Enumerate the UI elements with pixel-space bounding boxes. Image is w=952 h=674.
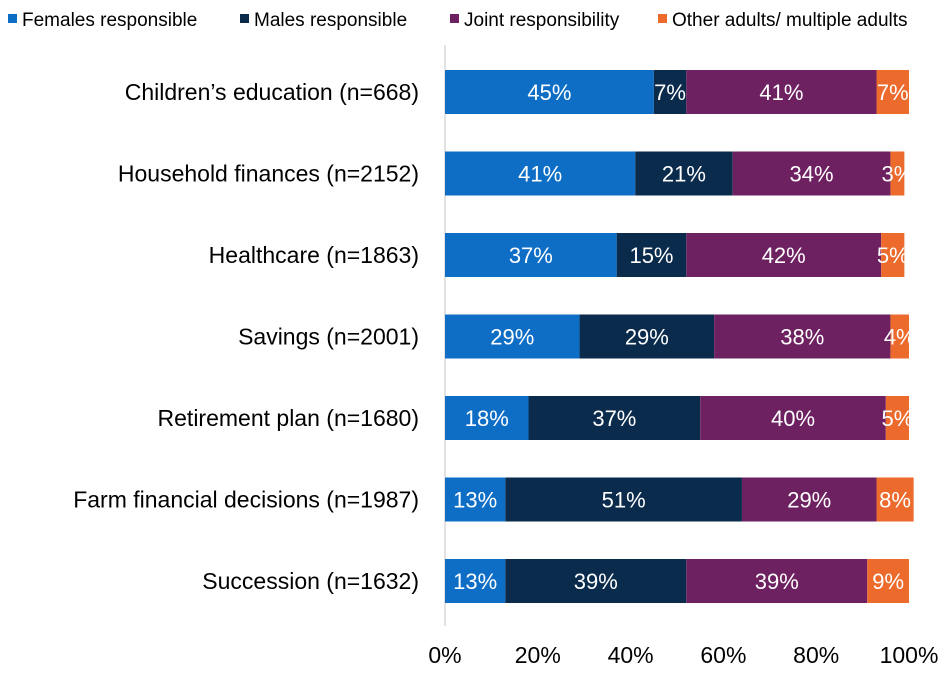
bar-data-label: 40% <box>771 406 815 431</box>
bar-segment <box>635 151 733 196</box>
bar-segment <box>653 70 687 114</box>
x-tick-label: 100% <box>880 642 939 668</box>
bar-row: 37% 15% 42% 5% <box>445 233 909 277</box>
bar-segment <box>505 559 687 603</box>
bar-data-label: 41% <box>759 80 803 105</box>
bar-segment <box>885 396 909 440</box>
x-tick-label: 20% <box>515 642 561 668</box>
bar-segment <box>528 396 701 440</box>
bar-row: 18% 37% 40% 5% <box>445 396 913 440</box>
bar-segment <box>890 151 905 196</box>
bar-data-label: 5% <box>877 243 909 268</box>
category-label: Household finances (n=2152) <box>118 161 419 187</box>
bar-row: 13% 39% 39% 9% <box>445 559 909 603</box>
bar-data-label: 45% <box>527 80 571 105</box>
bar-segment <box>445 477 506 522</box>
bar-data-label: 38% <box>780 325 824 350</box>
category-label: Farm financial decisions (n=1987) <box>73 487 419 513</box>
bar-segment <box>876 477 914 522</box>
bar-segment <box>700 396 886 440</box>
legend-swatch <box>450 14 459 23</box>
bar-data-label: 39% <box>755 569 799 594</box>
bar-data-label: 37% <box>592 406 636 431</box>
x-tick-labels: 0% 20% 40% 60% 80% 100% <box>428 642 938 668</box>
bar-segment <box>445 70 654 114</box>
x-tick-label: 0% <box>428 642 461 668</box>
bar-data-label: 21% <box>662 162 706 187</box>
bar-data-label: 41% <box>518 162 562 187</box>
bar-segment <box>505 477 742 522</box>
bar-data-label: 7% <box>654 80 686 105</box>
bar-data-label: 39% <box>574 569 618 594</box>
bar-data-label: 13% <box>453 488 497 513</box>
bar-segment <box>732 151 891 196</box>
bar-segment <box>445 233 617 277</box>
x-tick-label: 80% <box>793 642 839 668</box>
x-tick-label: 40% <box>608 642 654 668</box>
category-label: Succession (n=1632) <box>202 568 419 594</box>
bar-segment <box>579 314 715 359</box>
legend-label: Males responsible <box>254 10 407 31</box>
bar-data-label: 51% <box>602 488 646 513</box>
bar-row: 45% 7% 41% 7% <box>445 70 909 114</box>
bar-data-label: 29% <box>490 325 534 350</box>
category-label: Children’s education (n=668) <box>125 79 419 105</box>
bar-segment <box>445 559 506 603</box>
bar-segment <box>686 70 877 114</box>
bar-data-label: 34% <box>790 162 834 187</box>
bar-segment <box>876 70 909 114</box>
bar-row: 13% 51% 29% 8% <box>445 477 914 522</box>
bars-layer: 45% 7% 41% 7% 41% 21% 34% 3% 37% 15% 42% 5% 29% 29% 38… <box>445 70 916 603</box>
bar-data-label: 42% <box>762 243 806 268</box>
legend-swatch <box>658 14 667 23</box>
bar-segment <box>445 151 636 196</box>
bar-segment <box>867 559 909 603</box>
bar-segment <box>714 314 891 359</box>
x-tick-label: 60% <box>700 642 746 668</box>
bar-row: 41% 21% 34% 3% <box>445 151 914 196</box>
category-label: Savings (n=2001) <box>238 324 419 350</box>
category-labels: Children’s education (n=668) Household fi… <box>73 79 419 594</box>
bar-segment <box>445 396 529 440</box>
bar-data-label: 7% <box>877 80 909 105</box>
bar-data-label: 3% <box>882 162 914 187</box>
bar-segment <box>741 477 877 522</box>
bar-segment <box>881 233 905 277</box>
bar-segment <box>616 233 687 277</box>
bar-data-label: 4% <box>884 325 916 350</box>
bar-data-label: 8% <box>879 488 911 513</box>
bar-data-label: 37% <box>509 243 553 268</box>
category-label: Retirement plan (n=1680) <box>158 405 419 431</box>
bar-data-label: 29% <box>625 325 669 350</box>
bar-data-label: 5% <box>882 406 914 431</box>
legend-swatch <box>240 14 249 23</box>
legend-swatch <box>8 14 17 23</box>
bar-segment <box>890 314 909 359</box>
bar-data-label: 15% <box>629 243 673 268</box>
bar-segment <box>445 314 580 359</box>
legend-label: Females responsible <box>22 10 197 31</box>
legend: Females responsible Males responsible Join… <box>8 10 908 31</box>
category-label: Healthcare (n=1863) <box>209 242 419 268</box>
legend-label: Joint responsibility <box>464 10 620 31</box>
legend-label: Other adults/ multiple adults <box>672 10 908 31</box>
bar-segment <box>686 559 868 603</box>
bar-row: 29% 29% 38% 4% <box>445 314 916 359</box>
bar-data-label: 18% <box>465 406 509 431</box>
bar-segment <box>686 233 882 277</box>
bar-data-label: 13% <box>453 569 497 594</box>
bar-data-label: 29% <box>787 488 831 513</box>
bar-data-label: 9% <box>872 569 904 594</box>
